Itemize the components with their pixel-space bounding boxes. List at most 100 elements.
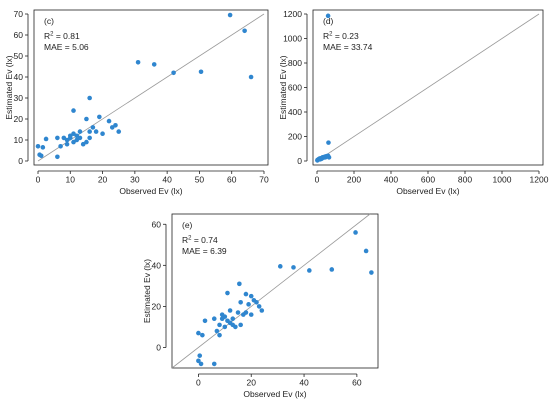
x-tick-label: 1200 (530, 175, 549, 185)
plot-frame (312, 9, 544, 166)
data-point (55, 154, 60, 160)
x-tick-label: 60 (352, 378, 362, 388)
data-point (84, 116, 89, 122)
plot-frame (171, 213, 379, 369)
data-point (200, 332, 205, 338)
data-point (325, 13, 331, 19)
data-point (353, 230, 358, 235)
plot-frame (33, 9, 269, 166)
data-point (225, 290, 230, 296)
data-point (219, 312, 225, 317)
y-tick-label: 800 (288, 58, 302, 68)
one-to-one-line (316, 13, 540, 162)
y-tick-label: 200 (288, 132, 302, 142)
data-point (241, 312, 246, 317)
panel-label: (d) (323, 16, 334, 26)
r-squared-text: R2 = 0.81 (44, 31, 80, 41)
y-tick-label: 30 (14, 93, 24, 103)
data-point (318, 156, 323, 162)
data-point (248, 293, 254, 299)
data-point (93, 129, 99, 134)
y-tick-label: 40 (14, 72, 24, 82)
data-point (227, 12, 233, 18)
y-tick-label: 60 (152, 219, 162, 229)
x-tick-label: 40 (299, 378, 309, 388)
x-tick-label: 1000 (493, 175, 512, 185)
mae-text: MAE = 5.06 (44, 42, 89, 52)
data-point (243, 291, 249, 297)
data-point (67, 133, 73, 139)
x-tick-label: 10 (66, 175, 76, 185)
data-point (196, 358, 201, 364)
y-axis-title: Estimated Ev (lx) (4, 55, 14, 119)
data-point (238, 322, 243, 328)
data-point (238, 299, 243, 305)
data-point (97, 114, 102, 120)
x-tick-label: 0 (315, 175, 320, 185)
mae-text: MAE = 33.74 (323, 42, 373, 52)
data-point (87, 95, 92, 101)
y-tick-label: 20 (152, 301, 162, 311)
x-tick-label: 400 (384, 175, 398, 185)
data-point (38, 153, 44, 159)
data-point (246, 302, 251, 307)
r-squared-text: R2 = 0.74 (182, 235, 218, 245)
x-tick-label: 0 (196, 378, 201, 388)
data-point (259, 308, 265, 313)
panel-label: (e) (182, 220, 193, 230)
data-point (84, 139, 89, 145)
x-tick-label: 600 (421, 175, 435, 185)
data-point (135, 60, 141, 65)
mae-text: MAE = 6.39 (182, 246, 227, 256)
data-point (233, 324, 238, 330)
data-point (211, 361, 217, 367)
data-point (61, 135, 67, 141)
panel-0: 0 10 20 30 40 50 60 70 0 10 20 30 40 50 60 70 Observed E… (4, 9, 269, 196)
data-point (214, 328, 220, 334)
r-squared-text: R2 = 0.23 (323, 31, 359, 41)
data-point (235, 310, 241, 315)
data-point (43, 136, 49, 142)
panel-1: 0 200 400 600 800 1000 1200 0 200 400 600 800 1000 12… (278, 9, 549, 196)
y-tick-label: 40 (152, 260, 162, 270)
data-point (251, 297, 257, 303)
data-point (326, 140, 331, 145)
data-point (217, 322, 222, 328)
data-point (106, 118, 112, 124)
data-point (55, 135, 60, 141)
y-tick-label: 10 (14, 135, 24, 145)
data-point (202, 318, 208, 324)
panel-label: (c) (44, 16, 54, 26)
data-point (242, 28, 247, 34)
data-point (100, 131, 105, 136)
x-tick-label: 800 (458, 175, 472, 185)
data-point (71, 108, 76, 113)
y-tick-label: 60 (14, 30, 24, 40)
data-point (217, 332, 222, 338)
x-tick-label: 70 (259, 175, 269, 185)
data-point (256, 304, 262, 309)
data-point (77, 135, 83, 141)
y-tick-label: 50 (14, 51, 24, 61)
data-point (171, 70, 176, 76)
data-point (35, 144, 41, 149)
y-tick-label: 20 (14, 114, 24, 124)
data-point (87, 135, 92, 141)
data-point (151, 62, 157, 67)
y-axis-title: Estimated Ev (lx) (278, 55, 288, 119)
x-tick-label: 40 (162, 175, 172, 185)
data-point (277, 264, 283, 269)
y-tick-label: 600 (288, 83, 302, 93)
one-to-one-line (171, 213, 371, 369)
data-point (324, 153, 330, 159)
data-point (58, 144, 63, 149)
data-point (64, 141, 70, 147)
data-point (248, 74, 254, 80)
y-tick-label: 70 (14, 9, 24, 19)
y-tick-label: 1200 (283, 9, 302, 19)
x-tick-label: 50 (195, 175, 205, 185)
data-point (40, 145, 46, 150)
data-point (329, 267, 335, 272)
data-point (291, 265, 296, 270)
data-point (219, 316, 225, 322)
